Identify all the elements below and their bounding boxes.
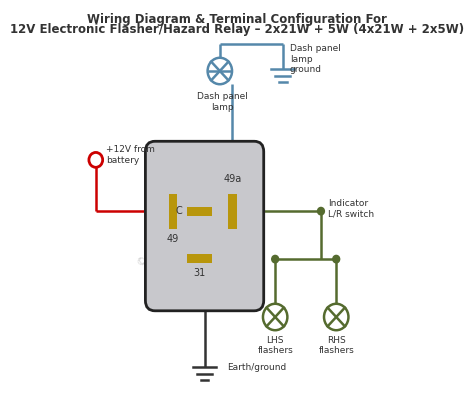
Text: C: C <box>176 206 182 216</box>
Text: 49: 49 <box>167 234 179 244</box>
Text: Indicator
L/R switch: Indicator L/R switch <box>328 199 374 219</box>
Circle shape <box>333 256 340 263</box>
FancyBboxPatch shape <box>146 141 264 311</box>
Text: © 2013-15 12 Volt Planet Ltd: © 2013-15 12 Volt Planet Ltd <box>135 184 263 268</box>
Circle shape <box>318 207 324 215</box>
Text: 49a: 49a <box>223 174 241 184</box>
Text: Dash panel
lamp: Dash panel lamp <box>197 93 247 112</box>
Text: 31: 31 <box>193 268 206 278</box>
Text: Dash panel
lamp
ground: Dash panel lamp ground <box>290 44 340 74</box>
Text: LHS
flashers: LHS flashers <box>257 336 293 355</box>
Text: Wiring Diagram & Terminal Configuration For: Wiring Diagram & Terminal Configuration … <box>87 13 387 26</box>
FancyBboxPatch shape <box>228 194 237 229</box>
Text: Earth/ground: Earth/ground <box>228 363 287 372</box>
Text: 12V Electronic Flasher/Hazard Relay – 2x21W + 5W (4x21W + 2x5W): 12V Electronic Flasher/Hazard Relay – 2x… <box>10 23 464 36</box>
FancyBboxPatch shape <box>187 254 212 263</box>
Circle shape <box>272 256 279 263</box>
FancyBboxPatch shape <box>187 207 212 216</box>
FancyBboxPatch shape <box>169 194 177 229</box>
Text: +12V from
battery: +12V from battery <box>107 145 155 165</box>
Text: RHS
flashers: RHS flashers <box>319 336 354 355</box>
